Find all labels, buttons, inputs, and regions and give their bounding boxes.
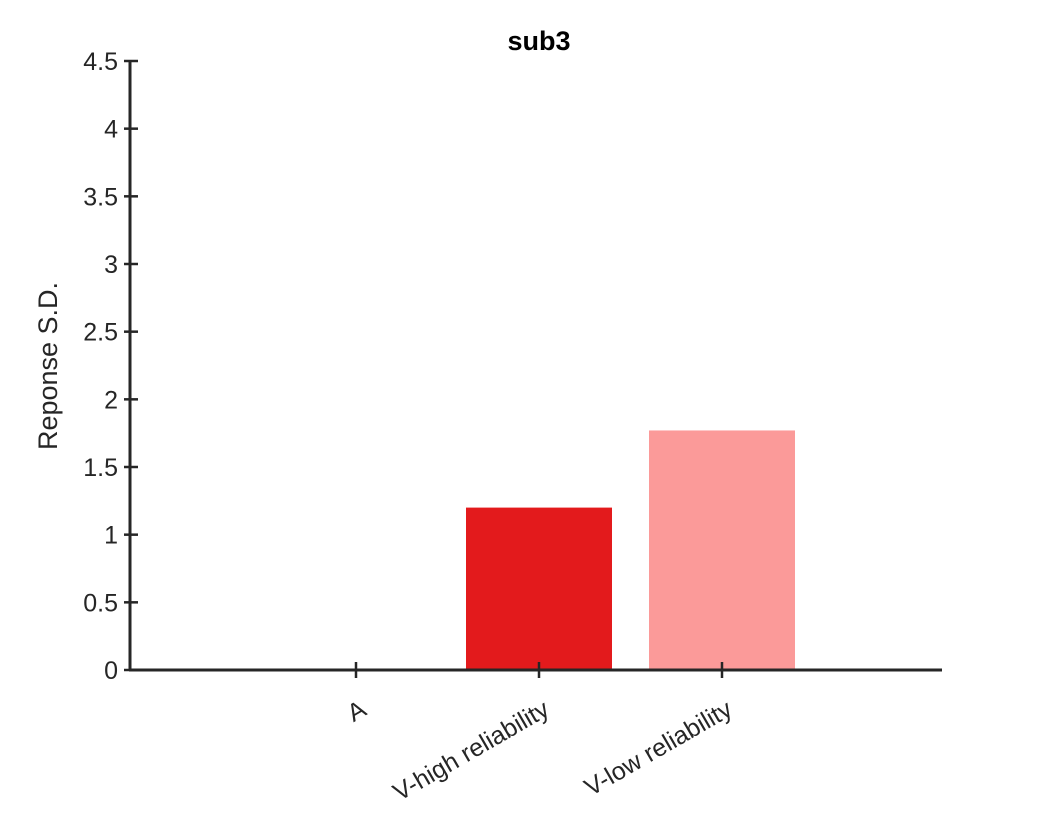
bars-group	[466, 430, 795, 670]
bar-v-low-reliability	[649, 430, 795, 670]
y-tick-label: 0.5	[83, 589, 118, 617]
chart-title: sub3	[507, 26, 570, 56]
x-tick-label: A	[343, 695, 372, 728]
y-tick-label: 3	[104, 251, 118, 279]
x-tick-label: V-low reliability	[580, 695, 738, 802]
x-tick-label: V-high reliability	[388, 695, 554, 807]
y-tick-label: 0	[104, 657, 118, 685]
y-tick-label: 4.5	[83, 48, 118, 76]
x-axis: A V-high reliability V-low reliability	[129, 662, 942, 807]
y-axis: 0 0.5 1 1.5 2 2.5 3 3.5 4 4.5	[83, 48, 138, 685]
y-tick-label: 3.5	[83, 183, 118, 211]
bar-v-high-reliability	[466, 507, 612, 670]
y-axis-label: Reponse S.D.	[33, 282, 63, 450]
y-tick-label: 2.5	[83, 319, 118, 347]
y-tick-label: 1.5	[83, 454, 118, 482]
y-tick-label: 2	[104, 386, 118, 414]
y-tick-label: 1	[104, 522, 118, 550]
y-tick-label: 4	[104, 116, 118, 144]
